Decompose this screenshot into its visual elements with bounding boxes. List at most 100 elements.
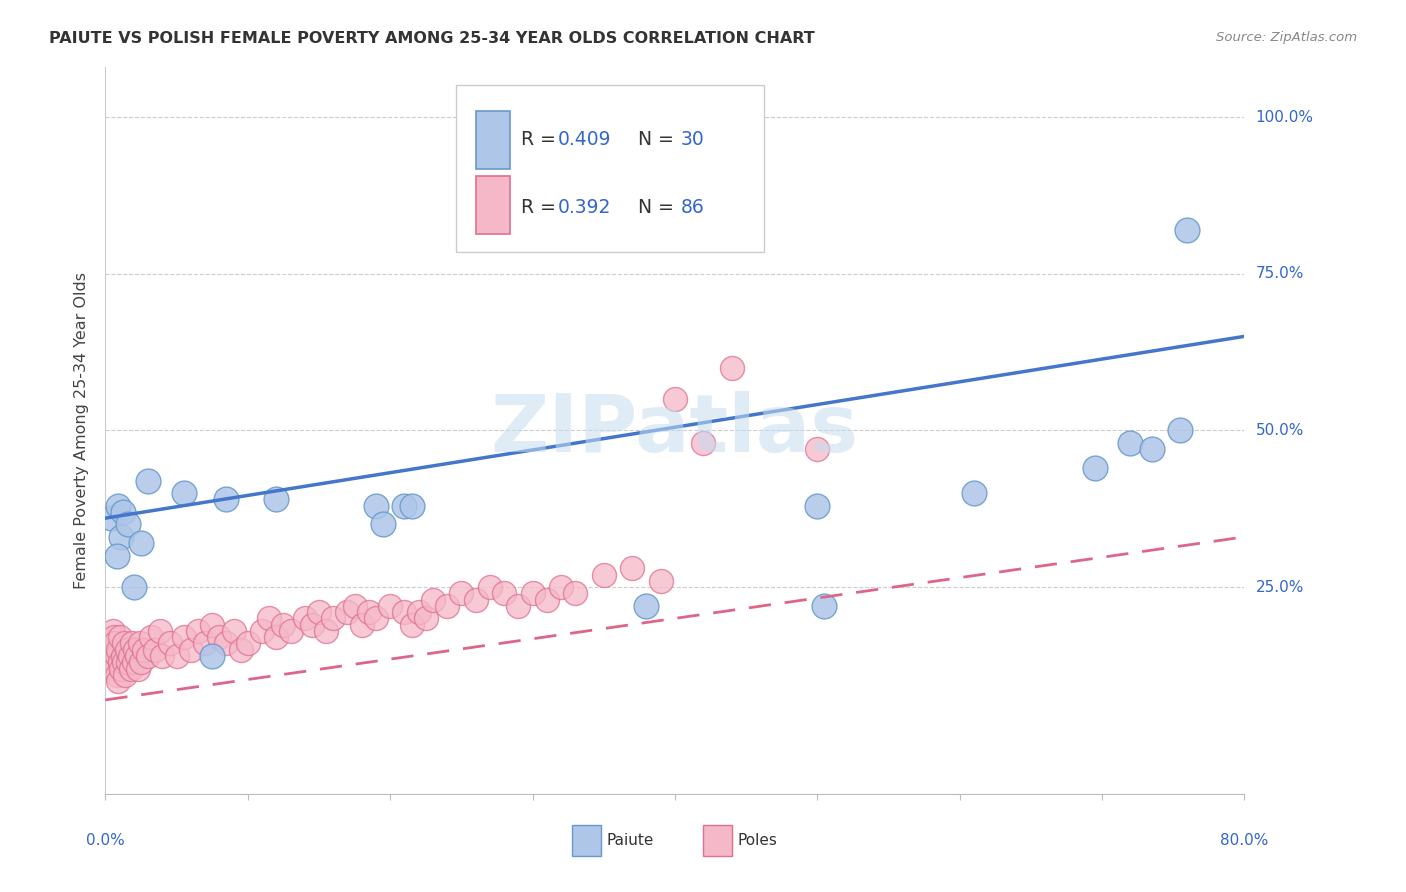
Point — [122, 580, 145, 594]
Point — [1175, 223, 1198, 237]
Point — [273, 617, 295, 632]
Text: 80.0%: 80.0% — [1220, 833, 1268, 847]
Point — [492, 586, 515, 600]
Point — [336, 605, 359, 619]
Point — [415, 611, 437, 625]
Point — [132, 642, 155, 657]
Point — [229, 642, 252, 657]
Point — [401, 617, 423, 632]
Point — [105, 549, 128, 563]
FancyBboxPatch shape — [572, 825, 600, 855]
Point — [111, 648, 134, 663]
Point — [105, 668, 128, 682]
Point — [194, 636, 217, 650]
FancyBboxPatch shape — [456, 85, 763, 252]
Point — [408, 605, 430, 619]
Point — [301, 617, 323, 632]
Point — [215, 636, 238, 650]
Point — [120, 661, 142, 675]
Y-axis label: Female Poverty Among 25-34 Year Olds: Female Poverty Among 25-34 Year Olds — [75, 272, 90, 589]
Point — [720, 360, 742, 375]
Point — [166, 648, 188, 663]
Text: PAIUTE VS POLISH FEMALE POVERTY AMONG 25-34 YEAR OLDS CORRELATION CHART: PAIUTE VS POLISH FEMALE POVERTY AMONG 25… — [49, 31, 815, 46]
Point — [536, 592, 558, 607]
Point — [378, 599, 402, 613]
Point — [450, 586, 472, 600]
Point — [222, 624, 245, 638]
Point — [127, 661, 149, 675]
Point — [294, 611, 316, 625]
Point — [110, 530, 132, 544]
Point — [122, 655, 145, 669]
Point — [187, 624, 209, 638]
Point — [117, 655, 139, 669]
Text: 25.0%: 25.0% — [1256, 580, 1303, 595]
Point — [436, 599, 458, 613]
Point — [104, 661, 127, 675]
Text: 0.0%: 0.0% — [86, 833, 125, 847]
Text: R =: R = — [522, 198, 562, 217]
Point — [143, 642, 166, 657]
Point — [592, 567, 614, 582]
Text: R =: R = — [522, 130, 562, 149]
Point — [112, 636, 135, 650]
Point — [364, 611, 387, 625]
Point — [108, 630, 131, 644]
Point — [100, 511, 122, 525]
Point — [173, 486, 195, 500]
Point — [107, 674, 129, 689]
Point — [215, 492, 238, 507]
Text: Poles: Poles — [738, 833, 778, 848]
Point — [264, 492, 288, 507]
Point — [657, 217, 679, 231]
Point — [401, 499, 423, 513]
Point — [129, 536, 152, 550]
Point — [136, 474, 159, 488]
Point — [550, 580, 572, 594]
Point — [621, 561, 644, 575]
Point — [350, 617, 373, 632]
Point — [118, 648, 141, 663]
Point — [107, 642, 129, 657]
Point — [180, 642, 202, 657]
Point — [208, 630, 231, 644]
Point — [173, 630, 195, 644]
Text: 50.0%: 50.0% — [1256, 423, 1303, 438]
Text: Paiute: Paiute — [606, 833, 654, 848]
Point — [112, 655, 135, 669]
Point — [128, 636, 150, 650]
Point — [357, 605, 380, 619]
Point — [315, 624, 337, 638]
Point — [280, 624, 302, 638]
Point — [394, 605, 416, 619]
Point — [564, 586, 586, 600]
Point — [117, 517, 139, 532]
Point — [115, 642, 138, 657]
Point — [101, 624, 124, 638]
Point — [152, 648, 174, 663]
Point — [139, 630, 162, 644]
Point — [371, 517, 394, 532]
Point — [103, 630, 125, 644]
Text: N =: N = — [626, 130, 679, 149]
Point — [108, 655, 131, 669]
Point — [105, 648, 128, 663]
Point — [322, 611, 344, 625]
Point — [657, 217, 679, 231]
Point — [107, 499, 129, 513]
Text: N =: N = — [626, 198, 679, 217]
Point — [121, 636, 143, 650]
FancyBboxPatch shape — [475, 176, 510, 234]
Point — [201, 648, 224, 663]
Point — [114, 668, 136, 682]
Point — [257, 611, 280, 625]
Point — [1119, 436, 1142, 450]
Point — [1084, 461, 1107, 475]
Point — [806, 442, 828, 457]
Point — [110, 661, 132, 675]
Point — [264, 630, 288, 644]
Text: 0.392: 0.392 — [558, 198, 612, 217]
Text: Source: ZipAtlas.com: Source: ZipAtlas.com — [1216, 31, 1357, 45]
Point — [104, 636, 127, 650]
FancyBboxPatch shape — [475, 111, 510, 169]
